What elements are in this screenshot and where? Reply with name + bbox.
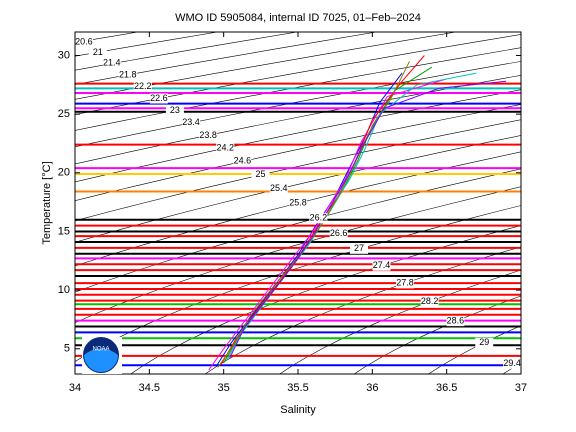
contour-label: 27 xyxy=(354,243,364,253)
contour-label-bg xyxy=(372,260,391,271)
svg-text:NOAA: NOAA xyxy=(92,347,109,353)
chart-title: WMO ID 5905084, internal ID 7025, 01–Feb… xyxy=(175,12,421,24)
noaa-logo: NOAA xyxy=(82,337,122,374)
isopycnal xyxy=(75,186,521,323)
y-tick-label: 15 xyxy=(58,225,70,237)
contour-label-bg xyxy=(181,117,200,128)
contour-label: 27.4 xyxy=(373,260,391,270)
contour-label: 29.4 xyxy=(503,358,521,368)
contour-label: 29 xyxy=(479,337,489,347)
contour-label: 26.6 xyxy=(330,228,348,238)
contour-label: 21 xyxy=(93,47,103,57)
contour-label: 25.4 xyxy=(270,183,288,193)
contour-label-bg xyxy=(269,183,288,194)
contour-label: 25.8 xyxy=(289,197,307,207)
isopycnal xyxy=(75,119,521,222)
contour-label-bg xyxy=(133,81,152,92)
y-tick-label: 5 xyxy=(64,343,70,355)
isopycnal xyxy=(75,205,521,362)
contour-label-bg xyxy=(446,316,465,327)
contour-label: 23.4 xyxy=(182,117,200,127)
contour-label-bg xyxy=(102,58,121,69)
contour-label-bg xyxy=(289,198,307,208)
contour-label: 23 xyxy=(170,105,180,115)
isopycnal xyxy=(130,225,521,374)
x-tick-label: 34 xyxy=(69,382,81,394)
y-tick-label: 20 xyxy=(58,167,70,179)
contour-label: 23.8 xyxy=(199,130,217,140)
isopycnal xyxy=(75,168,521,293)
contour-label: 21.4 xyxy=(103,58,121,68)
y-tick-label: 10 xyxy=(58,284,70,296)
contour-label: 20.6 xyxy=(75,37,93,47)
isopycnal xyxy=(353,295,521,374)
contour-label: 28.2 xyxy=(421,296,439,306)
isopycnal xyxy=(279,269,521,374)
contour-label: 25 xyxy=(256,169,266,179)
x-tick-label: 35.5 xyxy=(287,382,308,394)
contour-label-bg xyxy=(309,213,328,224)
contour-label-bg xyxy=(75,37,93,48)
x-tick-label: 36.5 xyxy=(436,382,457,394)
contour-label-bg xyxy=(165,105,184,116)
contour-label-bg xyxy=(88,47,107,58)
contour-label: 22.6 xyxy=(150,93,168,103)
isopycnal xyxy=(75,135,521,243)
contour-label-bg xyxy=(420,296,439,307)
y-tick-label: 25 xyxy=(58,108,70,120)
x-tick-label: 34.5 xyxy=(139,382,160,394)
contour-label: 24.6 xyxy=(234,156,252,166)
contour-label-bg xyxy=(199,130,218,141)
contour-label-bg xyxy=(329,228,348,239)
contour-label-bg xyxy=(149,93,168,104)
contour-label: 27.8 xyxy=(396,278,414,288)
contour-label: 26.2 xyxy=(310,213,328,223)
contour-label-bg xyxy=(475,337,494,348)
contour-label-bg xyxy=(233,156,252,167)
x-tick-label: 37 xyxy=(515,382,527,394)
contour-label-bg xyxy=(118,70,137,81)
y-tick-label: 30 xyxy=(58,49,70,61)
y-axis-label: Temperature [°C] xyxy=(41,161,53,244)
contour-label: 24.2 xyxy=(216,143,234,153)
x-axis-label: Salinity xyxy=(280,404,316,416)
x-tick-label: 35 xyxy=(218,382,230,394)
profile-line xyxy=(229,80,507,359)
contour-label: 22.2 xyxy=(134,81,152,91)
contour-label: 28.6 xyxy=(447,316,465,326)
isopycnal xyxy=(205,246,521,374)
contour-label-bg xyxy=(503,358,521,369)
contour-label-bg xyxy=(396,278,415,289)
contour-label-bg xyxy=(350,243,369,254)
x-tick-label: 36 xyxy=(366,382,378,394)
contour-label: 21.8 xyxy=(119,70,137,80)
contour-label-bg xyxy=(251,169,270,180)
contour-label-bg xyxy=(216,143,235,154)
